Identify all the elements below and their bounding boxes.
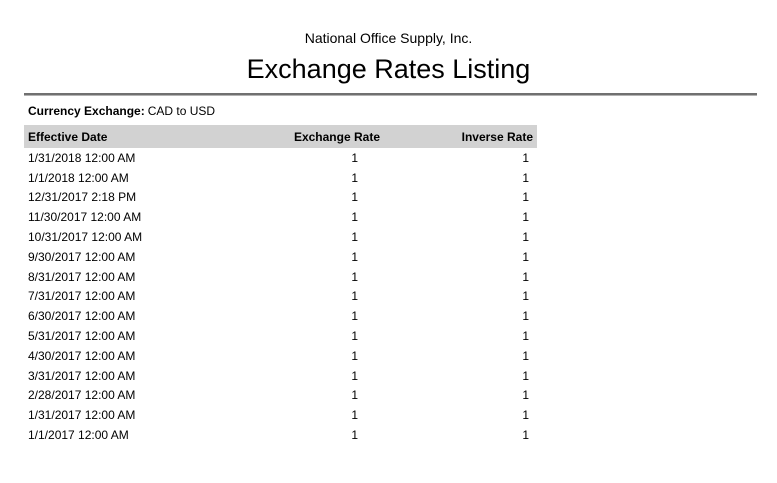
cell-exchange-rate: 1 [351,150,358,165]
cell-exchange-rate: 1 [351,249,358,264]
cell-effective-date: 4/30/2017 12:00 AM [28,348,136,363]
cell-exchange-rate: 1 [351,348,358,363]
divider-rule [24,93,757,96]
cell-exchange-rate: 1 [351,329,358,344]
cell-effective-date: 8/31/2017 12:00 AM [28,269,136,284]
cell-inverse-rate: 1 [522,210,529,225]
cell-inverse-rate: 1 [522,408,529,423]
cell-inverse-rate: 1 [522,329,529,344]
cell-effective-date: 10/31/2017 12:00 AM [28,230,143,245]
cell-exchange-rate: 1 [351,289,358,304]
table-row: 10/31/2017 12:00 AM 1 1 [24,227,537,247]
rates-table: Effective Date Exchange Rate Inverse Rat… [24,125,537,445]
cell-inverse-rate: 1 [522,150,529,165]
cell-effective-date: 1/31/2017 12:00 AM [28,408,136,423]
cell-effective-date: 9/30/2017 12:00 AM [28,249,136,264]
cell-effective-date: 2/28/2017 12:00 AM [28,388,136,403]
table-header-row: Effective Date Exchange Rate Inverse Rat… [24,125,537,148]
table-row: 11/30/2017 12:00 AM 1 1 [24,207,537,227]
column-header-effective-date: Effective Date [24,125,264,148]
cell-effective-date: 11/30/2017 12:00 AM [28,210,142,225]
table-row: 8/31/2017 12:00 AM 1 1 [24,267,537,287]
rates-table-body: 1/31/2018 12:00 AM 1 1 1/1/2018 12:00 AM 1 1 1… [24,148,537,445]
cell-inverse-rate: 1 [522,428,529,443]
cell-inverse-rate: 1 [522,170,529,185]
cell-effective-date: 5/31/2017 12:00 AM [28,329,136,344]
table-row: 3/31/2017 12:00 AM 1 1 [24,366,537,386]
cell-effective-date: 1/1/2018 12:00 AM [28,170,129,185]
cell-effective-date: 1/31/2018 12:00 AM [28,150,136,165]
cell-exchange-rate: 1 [351,170,358,185]
cell-exchange-rate: 1 [351,309,358,324]
cell-inverse-rate: 1 [522,348,529,363]
report-title: Exchange Rates Listing [246,54,531,84]
cell-inverse-rate: 1 [522,249,529,264]
cell-effective-date: 6/30/2017 12:00 AM [28,309,136,324]
cell-exchange-rate: 1 [351,428,358,443]
column-header-inverse-rate: Inverse Rate [384,125,537,148]
cell-exchange-rate: 1 [351,269,358,284]
currency-exchange-value: CAD to USD [147,104,216,118]
currency-exchange-label: Currency Exchange: [28,104,145,118]
cell-effective-date: 12/31/2017 2:18 PM [28,190,137,205]
table-row: 1/31/2017 12:00 AM 1 1 [24,405,537,425]
table-row: 1/31/2018 12:00 AM 1 1 [24,148,537,168]
table-row: 1/1/2017 12:00 AM 1 1 [24,425,537,445]
cell-effective-date: 3/31/2017 12:00 AM [28,368,136,383]
table-row: 2/28/2017 12:00 AM 1 1 [24,386,537,406]
cell-inverse-rate: 1 [522,388,529,403]
table-row: 9/30/2017 12:00 AM 1 1 [24,247,537,267]
report-page: National Office Supply, Inc. Exchange Ra… [0,30,777,445]
table-row: 6/30/2017 12:00 AM 1 1 [24,306,537,326]
cell-inverse-rate: 1 [522,190,529,205]
table-row: 1/1/2018 12:00 AM 1 1 [24,168,537,188]
cell-exchange-rate: 1 [351,190,358,205]
cell-exchange-rate: 1 [351,408,358,423]
table-row: 4/30/2017 12:00 AM 1 1 [24,346,537,366]
cell-exchange-rate: 1 [351,230,358,245]
currency-exchange-line: Currency Exchange: CAD to USD [28,104,777,119]
table-row: 12/31/2017 2:18 PM 1 1 [24,188,537,208]
table-row: 7/31/2017 12:00 AM 1 1 [24,287,537,307]
company-name: National Office Supply, Inc. [304,30,473,46]
cell-effective-date: 1/1/2017 12:00 AM [28,428,129,443]
column-header-exchange-rate: Exchange Rate [264,125,384,148]
cell-inverse-rate: 1 [522,368,529,383]
cell-inverse-rate: 1 [522,289,529,304]
cell-inverse-rate: 1 [522,230,529,245]
cell-exchange-rate: 1 [351,210,358,225]
cell-effective-date: 7/31/2017 12:00 AM [28,289,136,304]
cell-inverse-rate: 1 [522,309,529,324]
cell-exchange-rate: 1 [351,388,358,403]
table-row: 5/31/2017 12:00 AM 1 1 [24,326,537,346]
cell-exchange-rate: 1 [351,368,358,383]
cell-inverse-rate: 1 [522,269,529,284]
